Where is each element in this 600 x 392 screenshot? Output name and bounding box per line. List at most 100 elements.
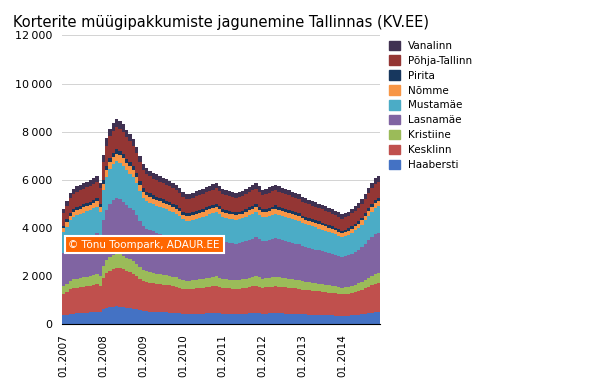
Bar (354, 315, 357, 325)
Bar (198, 314, 201, 325)
Bar (65, 283, 69, 292)
Bar (374, 200, 377, 203)
Bar (168, 211, 172, 236)
Bar (194, 214, 198, 219)
Bar (357, 283, 361, 291)
Bar (128, 308, 131, 325)
Bar (327, 292, 331, 315)
Bar (215, 276, 218, 286)
Bar (125, 258, 128, 271)
Bar (221, 241, 224, 279)
Bar (251, 277, 254, 287)
Bar (241, 218, 244, 243)
Bar (284, 217, 287, 241)
Bar (244, 217, 248, 241)
Bar (172, 277, 175, 286)
Bar (261, 189, 264, 194)
Bar (181, 289, 185, 314)
Bar (277, 239, 281, 277)
Bar (277, 210, 281, 215)
Bar (105, 177, 109, 210)
Bar (354, 230, 357, 252)
Bar (324, 292, 327, 315)
Bar (224, 242, 228, 279)
Bar (128, 174, 131, 208)
Bar (350, 316, 354, 325)
Bar (145, 192, 148, 195)
Bar (115, 306, 118, 325)
Bar (251, 313, 254, 325)
Bar (128, 272, 131, 308)
Bar (198, 190, 201, 195)
Bar (62, 294, 65, 315)
Bar (301, 218, 304, 223)
Bar (201, 241, 205, 279)
Bar (367, 208, 370, 211)
Bar (347, 294, 350, 316)
Bar (175, 287, 178, 313)
Bar (98, 286, 102, 312)
Bar (257, 215, 261, 239)
Bar (118, 269, 122, 307)
Bar (148, 193, 152, 197)
Bar (254, 313, 257, 325)
Bar (82, 189, 85, 204)
Bar (377, 233, 380, 273)
Bar (261, 241, 264, 279)
Bar (85, 206, 89, 211)
Bar (218, 186, 221, 191)
Bar (105, 170, 109, 177)
Bar (118, 121, 122, 129)
Bar (178, 288, 181, 314)
Bar (178, 241, 181, 279)
Bar (238, 214, 241, 219)
Bar (268, 287, 271, 314)
Bar (211, 277, 215, 286)
Bar (172, 188, 175, 204)
Bar (118, 199, 122, 254)
Bar (354, 252, 357, 285)
Bar (98, 276, 102, 286)
Bar (191, 280, 194, 289)
Bar (364, 314, 367, 325)
Bar (69, 198, 72, 213)
Bar (65, 220, 69, 222)
Bar (337, 316, 340, 325)
Bar (264, 216, 268, 241)
Bar (194, 243, 198, 279)
Bar (244, 288, 248, 314)
Bar (251, 238, 254, 277)
Bar (274, 286, 277, 313)
Bar (148, 283, 152, 312)
Bar (248, 215, 251, 240)
Bar (102, 155, 105, 162)
Bar (291, 219, 294, 243)
Bar (314, 315, 317, 325)
Bar (89, 202, 92, 205)
Bar (340, 218, 344, 230)
Bar (224, 210, 228, 213)
Bar (327, 225, 331, 228)
Bar (334, 234, 337, 255)
Text: © Tõnu Toompark, ADAUR.EE: © Tõnu Toompark, ADAUR.EE (68, 240, 220, 250)
Bar (188, 314, 191, 325)
Bar (135, 173, 139, 177)
Bar (218, 314, 221, 325)
Bar (317, 208, 320, 221)
Bar (148, 312, 152, 325)
Bar (181, 280, 185, 289)
Bar (109, 257, 112, 271)
Bar (370, 313, 374, 325)
Bar (317, 224, 320, 229)
Bar (135, 309, 139, 325)
Bar (215, 313, 218, 325)
Bar (211, 205, 215, 208)
Bar (331, 286, 334, 293)
Bar (201, 314, 205, 325)
Bar (287, 242, 291, 279)
Bar (85, 277, 89, 286)
Bar (298, 289, 301, 314)
Bar (118, 151, 122, 155)
Bar (188, 194, 191, 199)
Bar (125, 159, 128, 163)
